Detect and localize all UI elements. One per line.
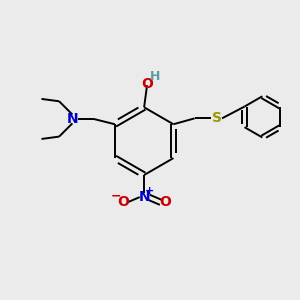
Text: O: O bbox=[117, 195, 129, 209]
Text: N: N bbox=[67, 112, 78, 126]
Text: +: + bbox=[146, 186, 154, 196]
Text: S: S bbox=[212, 111, 222, 125]
Text: N: N bbox=[138, 190, 150, 204]
Text: O: O bbox=[141, 77, 153, 91]
Text: H: H bbox=[150, 70, 160, 83]
Text: −: − bbox=[111, 189, 122, 203]
Text: O: O bbox=[159, 195, 171, 209]
